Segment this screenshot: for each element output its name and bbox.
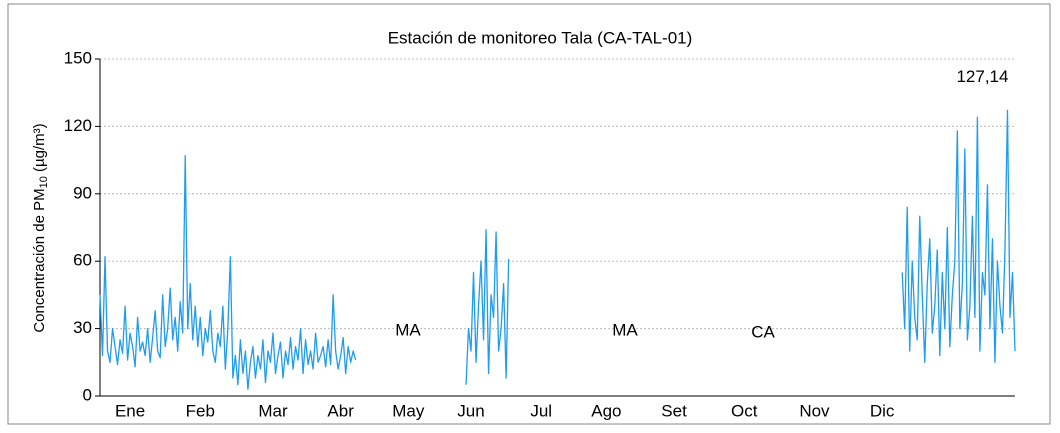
chart-frame	[7, 3, 1051, 425]
x-tick-label: Abr	[327, 401, 354, 420]
x-tick-label: Oct	[731, 401, 758, 420]
y-label-main: Concentración de PM	[31, 188, 48, 332]
y-tick-label: 150	[64, 48, 92, 67]
data-line	[99, 109, 1016, 390]
x-tick-label: Ago	[591, 401, 621, 420]
y-tick-label: 60	[73, 251, 92, 270]
x-tick-label: Set	[661, 401, 687, 420]
y-tick-label: 0	[83, 385, 92, 404]
y-tick-label: 30	[73, 318, 92, 337]
x-tick-label: Feb	[186, 401, 215, 420]
value-label: 127,14	[956, 67, 1008, 86]
x-tick-label: Mar	[258, 401, 288, 420]
x-tick-label: Nov	[799, 401, 830, 420]
x-tick-label: May	[392, 401, 425, 420]
x-tick-label: Jun	[457, 401, 484, 420]
y-label-unit: (µg/m³)	[31, 123, 48, 176]
x-tick-label: Dic	[870, 401, 895, 420]
gap-label: MA	[395, 320, 421, 339]
y-label-sub: 10	[38, 176, 50, 188]
x-tick-label: Jul	[530, 401, 552, 420]
chart-title: Estación de monitoreo Tala (CA-TAL-01)	[388, 28, 693, 47]
gap-label: MA	[612, 320, 638, 339]
y-tick-label: 120	[64, 116, 92, 135]
gap-label: CA	[751, 322, 775, 341]
x-tick-label: Ene	[115, 401, 145, 420]
y-tick-label: 90	[73, 183, 92, 202]
y-axis-label: Concentración de PM10 (µg/m³)	[31, 123, 50, 332]
